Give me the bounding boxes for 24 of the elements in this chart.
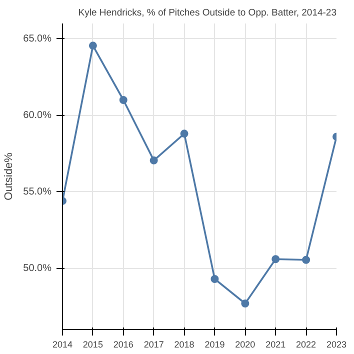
point: [302, 256, 310, 264]
y-tick-label: 50.0%: [23, 262, 52, 274]
point: [88, 42, 97, 50]
x-tick-label: 2021: [266, 340, 286, 350]
x-tick-label: 2023: [326, 340, 347, 350]
point: [150, 156, 158, 164]
x-tick-label: 2017: [144, 340, 164, 350]
point: [272, 255, 280, 264]
x-tick-label: 2018: [174, 340, 194, 350]
x-tick-label: 2016: [113, 340, 134, 350]
y-tick-label: 55.0%: [23, 186, 52, 198]
x-tick-label: 2014: [52, 340, 73, 350]
point: [210, 275, 219, 284]
y-axis-title: Outside%: [3, 152, 16, 200]
y-tick-label: 65.0%: [23, 33, 52, 44]
point: [241, 299, 250, 308]
point: [180, 130, 188, 138]
x-tick-label: 2019: [204, 340, 225, 350]
chart-title: Kyle Hendricks, % of Pitches Outside to Opp. Batter, 2014-23: [78, 8, 336, 18]
point: [119, 96, 128, 104]
x-tick-label: 2020: [235, 340, 256, 350]
x-tick-label: 2022: [296, 340, 316, 350]
x-tick-label: 2015: [82, 340, 103, 350]
y-tick-label: 60.0%: [23, 110, 52, 121]
